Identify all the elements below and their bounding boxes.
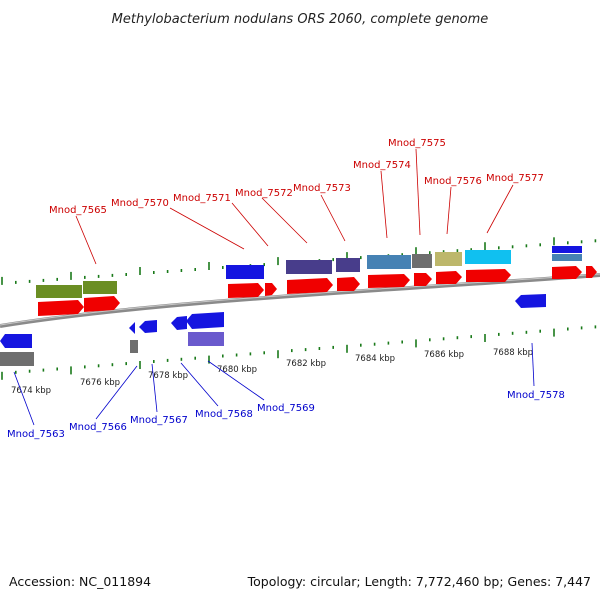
forward-cds-arrow[interactable] (337, 277, 360, 291)
reverse-cds-arrow[interactable] (129, 322, 135, 334)
map-title: Methylobacterium nodulans ORS 2060, comp… (112, 12, 489, 27)
reverse-cds-arrow[interactable] (186, 312, 224, 329)
gene-label-mnod-7574[interactable]: Mnod_7574 (353, 160, 411, 171)
feature-box-blue[interactable] (226, 265, 264, 279)
gene-label-mnod-7570[interactable]: Mnod_7570 (111, 198, 169, 209)
gene-label-mnod-7576[interactable]: Mnod_7576 (424, 176, 482, 187)
accession-text: Accession: NC_011894 (9, 574, 151, 589)
forward-cds-arrow[interactable] (552, 266, 582, 279)
topology-summary: Topology: circular; Length: 7,772,460 bp… (247, 574, 591, 589)
gene-label-mnod-7575[interactable]: Mnod_7575 (388, 138, 446, 149)
gene-label-mnod-7573[interactable]: Mnod_7573 (293, 183, 351, 194)
tick-label-7674: 7674 kbp (11, 386, 51, 396)
forward-leader-lines (75, 148, 514, 265)
tick-label-7678: 7678 kbp (148, 371, 188, 381)
gene-label-mnod-7565[interactable]: Mnod_7565 (49, 205, 107, 216)
forward-cds-arrow[interactable] (38, 300, 84, 316)
tick-label-7686: 7686 kbp (424, 350, 464, 360)
feature-box-slate[interactable] (188, 332, 224, 346)
forward-cds-arrow[interactable] (414, 273, 432, 286)
forward-cds-arrow[interactable] (265, 283, 277, 296)
lower-tick-track (1, 325, 597, 380)
feature-box-olive[interactable] (83, 281, 117, 294)
genome-backbone (0, 273, 600, 328)
feature-box-slate[interactable] (336, 258, 360, 272)
forward-cds-arrow[interactable] (287, 278, 333, 294)
gene-label-mnod-7577[interactable]: Mnod_7577 (486, 173, 544, 184)
feature-box-khaki[interactable] (435, 252, 462, 266)
gene-label-mnod-7568[interactable]: Mnod_7568 (195, 409, 253, 420)
forward-cds-arrow[interactable] (586, 266, 597, 278)
feature-box-gray[interactable] (412, 254, 432, 268)
feature-box-gray[interactable] (130, 340, 138, 353)
forward-cds-arrow[interactable] (436, 271, 462, 284)
feature-box-blue[interactable] (552, 246, 582, 253)
forward-cds-arrow[interactable] (228, 283, 264, 298)
gene-label-mnod-7571[interactable]: Mnod_7571 (173, 193, 231, 204)
gene-label-mnod-7563[interactable]: Mnod_7563 (7, 429, 65, 440)
forward-cds-arrow[interactable] (466, 269, 511, 282)
gene-label-mnod-7569[interactable]: Mnod_7569 (257, 403, 315, 414)
tick-label-7680: 7680 kbp (217, 365, 257, 375)
forward-cds-arrow[interactable] (368, 274, 410, 288)
reverse-leader-lines (13, 342, 535, 426)
tick-label-7676: 7676 kbp (80, 378, 120, 388)
reverse-cds-arrow[interactable] (515, 294, 546, 308)
feature-box-slate[interactable] (286, 260, 332, 274)
genome-backbone-highlight (0, 273, 600, 326)
reverse-cds-arrow[interactable] (139, 320, 157, 333)
feature-box-cyan[interactable] (465, 250, 511, 264)
forward-cds-arrow[interactable] (84, 296, 120, 312)
tick-label-7682: 7682 kbp (286, 359, 326, 369)
feature-box-steel[interactable] (552, 254, 582, 261)
gene-label-mnod-7566[interactable]: Mnod_7566 (69, 422, 127, 433)
tick-label-7688: 7688 kbp (493, 348, 533, 358)
gene-label-mnod-7567[interactable]: Mnod_7567 (130, 415, 188, 426)
gene-label-mnod-7572[interactable]: Mnod_7572 (235, 188, 293, 199)
tick-label-7684: 7684 kbp (355, 354, 395, 364)
reverse-cds-arrow[interactable] (0, 334, 32, 348)
feature-box-gray[interactable] (0, 352, 34, 366)
feature-box-olive[interactable] (36, 285, 82, 298)
feature-box-steel[interactable] (367, 255, 411, 269)
gene-label-mnod-7578[interactable]: Mnod_7578 (507, 390, 565, 401)
reverse-cds-arrow[interactable] (171, 316, 187, 330)
